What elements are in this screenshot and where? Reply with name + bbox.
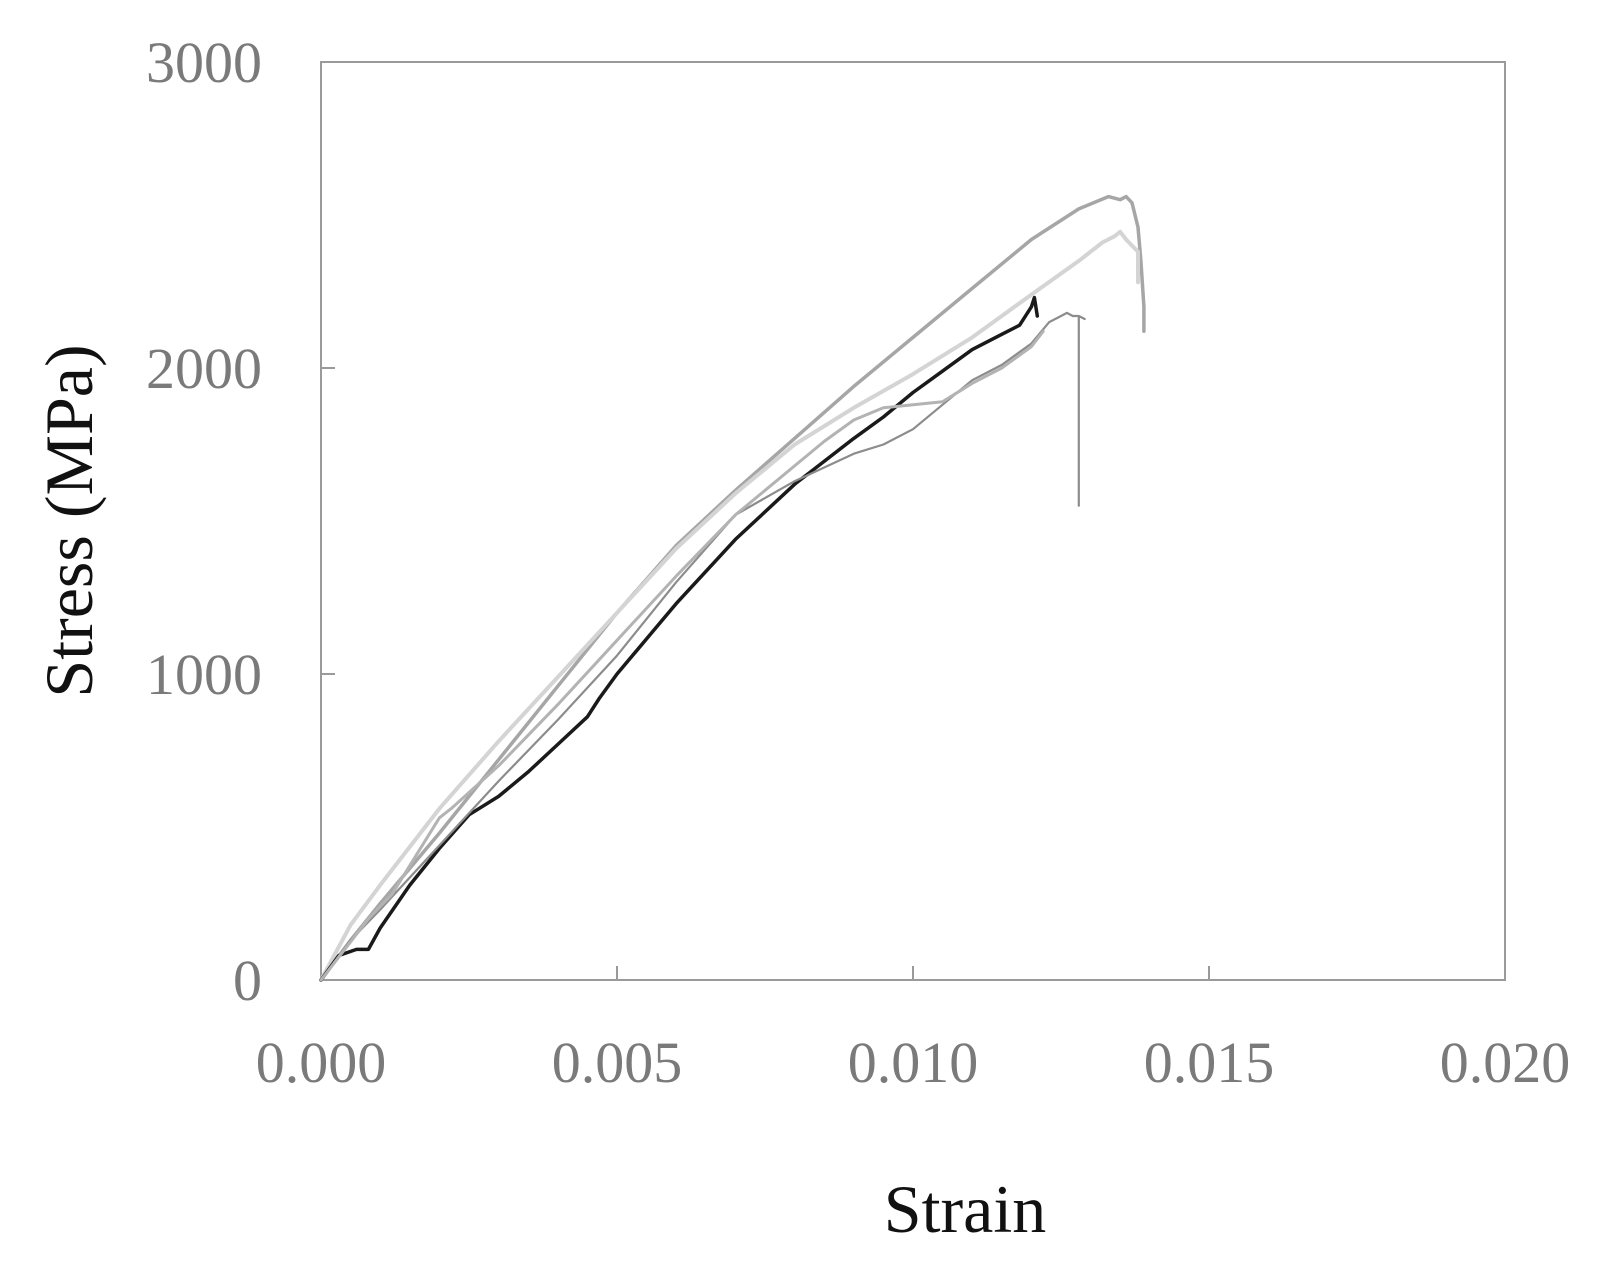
series-group — [319, 194, 1146, 982]
y-axis-title: Stress (MPa) — [31, 344, 107, 697]
series-line-1 — [319, 194, 1146, 982]
x-axis-ticks: 0.000 0.005 0.010 0.015 0.020 — [256, 966, 1571, 1095]
y-tick-label: 0 — [233, 948, 262, 1013]
x-tick-label: 0.005 — [552, 1030, 683, 1095]
y-axis-ticks: 0 1000 2000 3000 — [146, 30, 335, 1013]
series-line-4 — [319, 311, 1086, 982]
plot-frame — [320, 61, 1506, 981]
y-tick-label: 3000 — [146, 30, 262, 95]
x-tick-label: 0.010 — [848, 1030, 979, 1095]
series-line-2 — [319, 229, 1140, 982]
x-tick-label: 0.000 — [256, 1030, 387, 1095]
y-tick-label: 2000 — [146, 336, 262, 401]
x-tick-label: 0.015 — [1144, 1030, 1275, 1095]
x-tick-label: 0.020 — [1440, 1030, 1571, 1095]
series-line-3 — [319, 295, 1040, 982]
y-tick-label: 1000 — [146, 642, 262, 707]
series-line-5 — [319, 329, 1045, 982]
x-axis-title: Strain — [884, 1171, 1046, 1247]
